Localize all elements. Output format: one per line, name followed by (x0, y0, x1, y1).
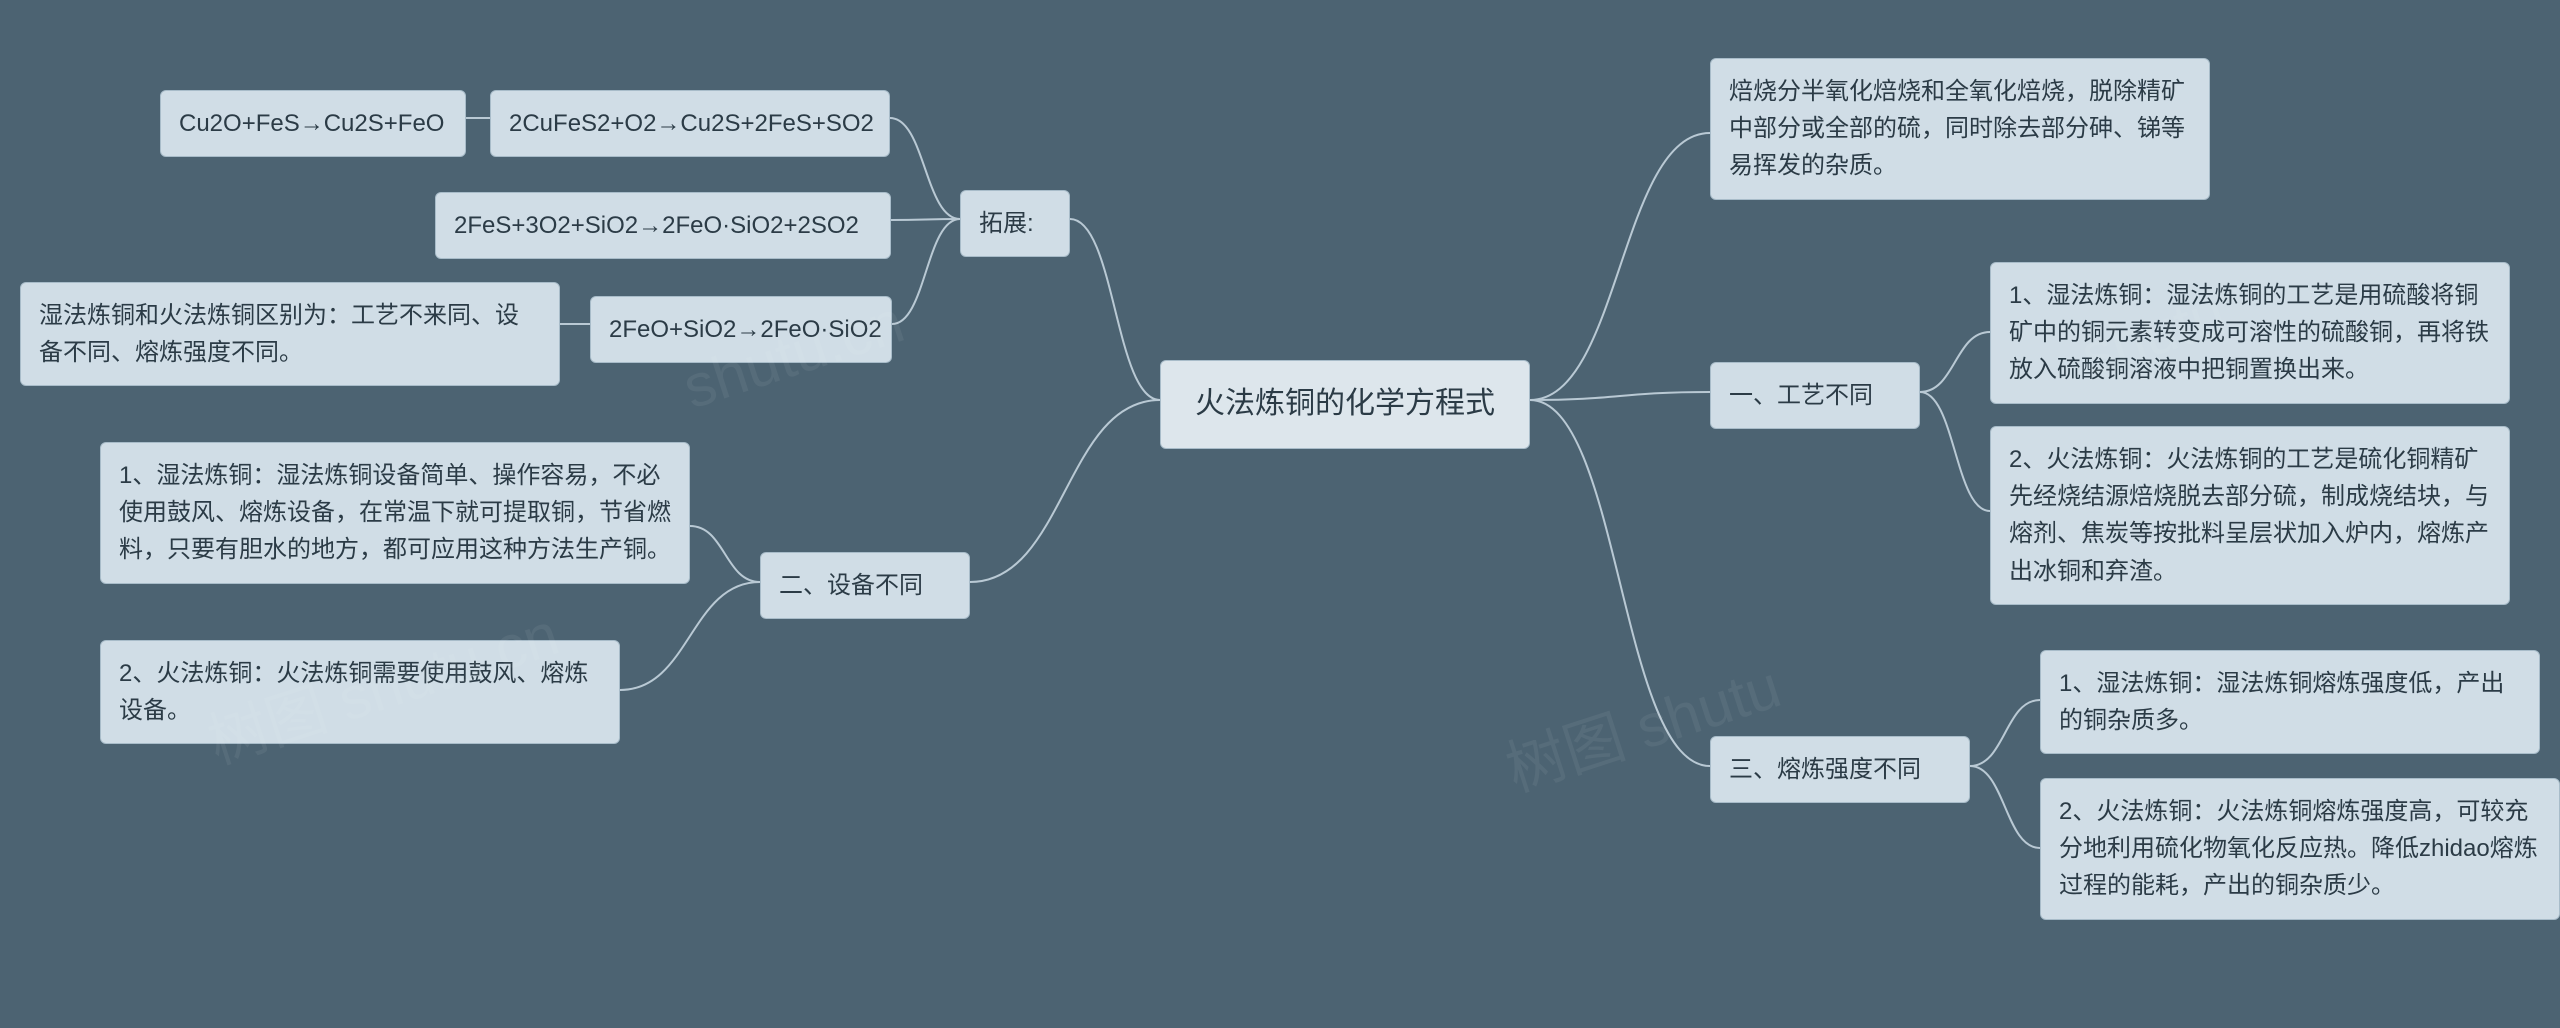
edge-r1-r1a (1920, 332, 1990, 392)
node-root: 火法炼铜的化学方程式 (1160, 360, 1530, 449)
edge-r3-r3b (1970, 766, 2040, 848)
node-l2a: 1、湿法炼铜：湿法炼铜设备简单、操作容易，不必使用鼓风、熔炼设备，在常温下就可提… (100, 442, 690, 584)
node-r3: 三、熔炼强度不同 (1710, 736, 1970, 803)
node-ext_c2: 湿法炼铜和火法炼铜区别为：工艺不来同、设备不同、熔炼强度不同。 (20, 282, 560, 386)
edge-root-l_ext (1070, 219, 1160, 400)
node-l2b: 2、火法炼铜：火法炼铜需要使用鼓风、熔炼设备。 (100, 640, 620, 744)
node-r3a: 1、湿法炼铜：湿法炼铜熔炼强度低，产出的铜杂质多。 (2040, 650, 2540, 754)
edge-l2-l2b (620, 582, 760, 690)
node-r1: 一、工艺不同 (1710, 362, 1920, 429)
edge-r1-r1b (1920, 392, 1990, 511)
node-r_intro: 焙烧分半氧化焙烧和全氧化焙烧，脱除精矿中部分或全部的硫，同时除去部分砷、锑等易挥… (1710, 58, 2210, 200)
edge-l_ext-ext_a (890, 118, 960, 219)
node-ext_b: 2FeS+3O2+SiO2→2FeO·SiO2+2SO2 (435, 192, 891, 259)
node-ext_a2: Cu2O+FeS→Cu2S+FeO (160, 90, 466, 157)
mindmap-canvas: 火法炼铜的化学方程式 焙烧分半氧化焙烧和全氧化焙烧，脱除精矿中部分或全部的硫，同时… (0, 0, 2560, 1028)
edge-root-r3 (1530, 400, 1710, 766)
edge-l2-l2a (690, 526, 760, 582)
edge-r3-r3a (1970, 700, 2040, 766)
edge-root-r_intro (1530, 133, 1710, 400)
edge-root-l2 (970, 400, 1160, 582)
edge-l_ext-ext_b (891, 219, 960, 220)
node-r1b: 2、火法炼铜：火法炼铜的工艺是硫化铜精矿先经烧结源焙烧脱去部分硫，制成烧结块，与… (1990, 426, 2510, 605)
node-l_ext: 拓展: (960, 190, 1070, 257)
node-r1a: 1、湿法炼铜：湿法炼铜的工艺是用硫酸将铜矿中的铜元素转变成可溶性的硫酸铜，再将铁… (1990, 262, 2510, 404)
node-ext_c: 2FeO+SiO2→2FeO·SiO2 (590, 296, 892, 363)
node-ext_a: 2CuFeS2+O2→Cu2S+2FeS+SO2 (490, 90, 890, 157)
node-r3b: 2、火法炼铜：火法炼铜熔炼强度高，可较充分地利用硫化物氧化反应热。降低zhida… (2040, 778, 2560, 920)
node-l2: 二、设备不同 (760, 552, 970, 619)
edge-l_ext-ext_c (892, 219, 960, 324)
edge-root-r1 (1530, 392, 1710, 400)
